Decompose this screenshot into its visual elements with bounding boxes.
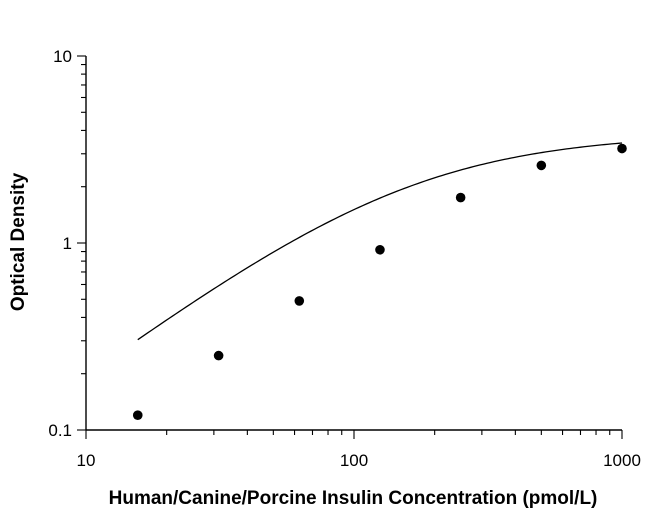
plot-area: [132, 142, 627, 420]
data-point: [617, 143, 627, 154]
y-tick-label: 0.1: [48, 421, 72, 440]
x-tick-label: 1000: [603, 451, 641, 470]
data-point: [132, 410, 143, 420]
axes: 10 100 1000 0.1 1 10: [48, 47, 641, 470]
x-axis-title: Human/Canine/Porcine Insulin Concentrati…: [109, 488, 598, 509]
x-tick-label: 10: [77, 451, 96, 470]
data-point: [455, 192, 466, 203]
x-tick-label: 100: [340, 451, 368, 470]
data-point: [536, 160, 547, 171]
y-axis-title: Optical Density: [8, 172, 29, 311]
data-point: [294, 296, 305, 306]
data-point: [213, 350, 224, 361]
y-tick-label: 10: [53, 47, 72, 66]
y-tick-label: 1: [63, 234, 72, 253]
fit-curve: [137, 142, 623, 341]
data-point: [375, 244, 385, 255]
